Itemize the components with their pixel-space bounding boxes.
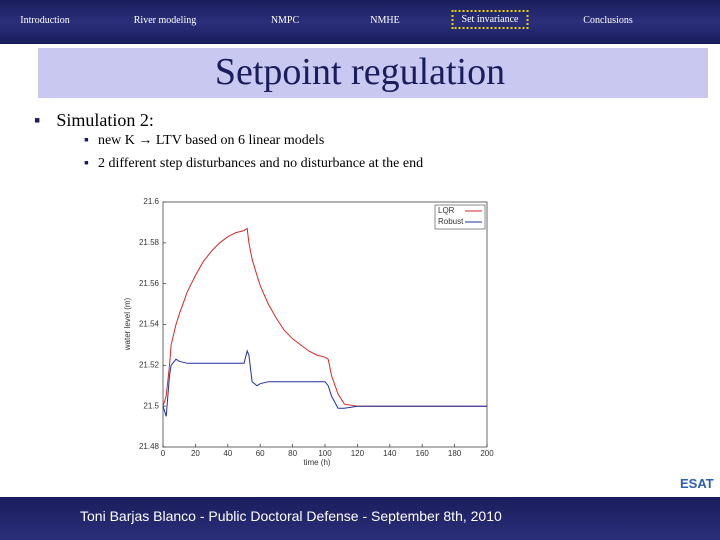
nav-item[interactable]: River modeling	[133, 15, 197, 26]
x-tick-label: 200	[480, 449, 494, 458]
x-tick-label: 160	[416, 449, 430, 458]
x-tick-label: 180	[448, 449, 462, 458]
y-tick-label: 21.6	[143, 197, 159, 206]
x-tick-label: 20	[191, 449, 200, 458]
x-tick-label: 100	[318, 449, 332, 458]
y-tick-label: 21.56	[139, 279, 160, 288]
sub-bullet: new K → LTV based on 6 linear models	[84, 133, 324, 149]
x-tick-label: 40	[223, 449, 232, 458]
nav-item[interactable]: NMHE	[370, 15, 400, 26]
legend-box	[434, 204, 486, 230]
nav-item[interactable]: NMPC	[270, 15, 300, 26]
footer-bar	[0, 497, 720, 540]
nav-item[interactable]: Introduction	[20, 15, 70, 26]
footer-text: Toni Barjas Blanco - Public Doctoral Def…	[80, 508, 502, 524]
x-tick-label: 140	[383, 449, 397, 458]
series-line	[162, 227, 487, 407]
x-axis-label: time (h)	[303, 458, 330, 467]
nav-item[interactable]: Conclusions	[583, 15, 633, 26]
y-tick-label: 21.54	[139, 320, 160, 329]
x-tick-label: 80	[288, 449, 297, 458]
logo: ESAT	[680, 476, 714, 491]
slide-title: Setpoint regulation	[214, 51, 506, 93]
y-tick-label: 21.52	[139, 360, 160, 369]
bullet: Simulation 2:	[34, 110, 154, 131]
x-tick-label: 60	[256, 449, 265, 458]
y-axis-label: water level (m)	[123, 297, 132, 351]
title-band	[38, 48, 708, 98]
y-tick-label: 21.5	[143, 401, 159, 410]
plot-area	[162, 201, 488, 448]
nav-bar: Introduction River modeling NMPC NMHE Set in…	[0, 0, 720, 44]
nav-item[interactable]: Set invariance	[451, 10, 529, 29]
x-tick-label: 120	[351, 449, 365, 458]
y-tick-label: 21.48	[139, 442, 160, 451]
legend-label: Robust	[438, 217, 464, 226]
x-tick-label: 0	[161, 449, 166, 458]
sub-bullet: 2 different step disturbances and no dis…	[84, 156, 423, 172]
series-line	[162, 349, 487, 417]
legend-label: LQR	[438, 206, 455, 215]
y-tick-label: 21.58	[139, 238, 160, 247]
